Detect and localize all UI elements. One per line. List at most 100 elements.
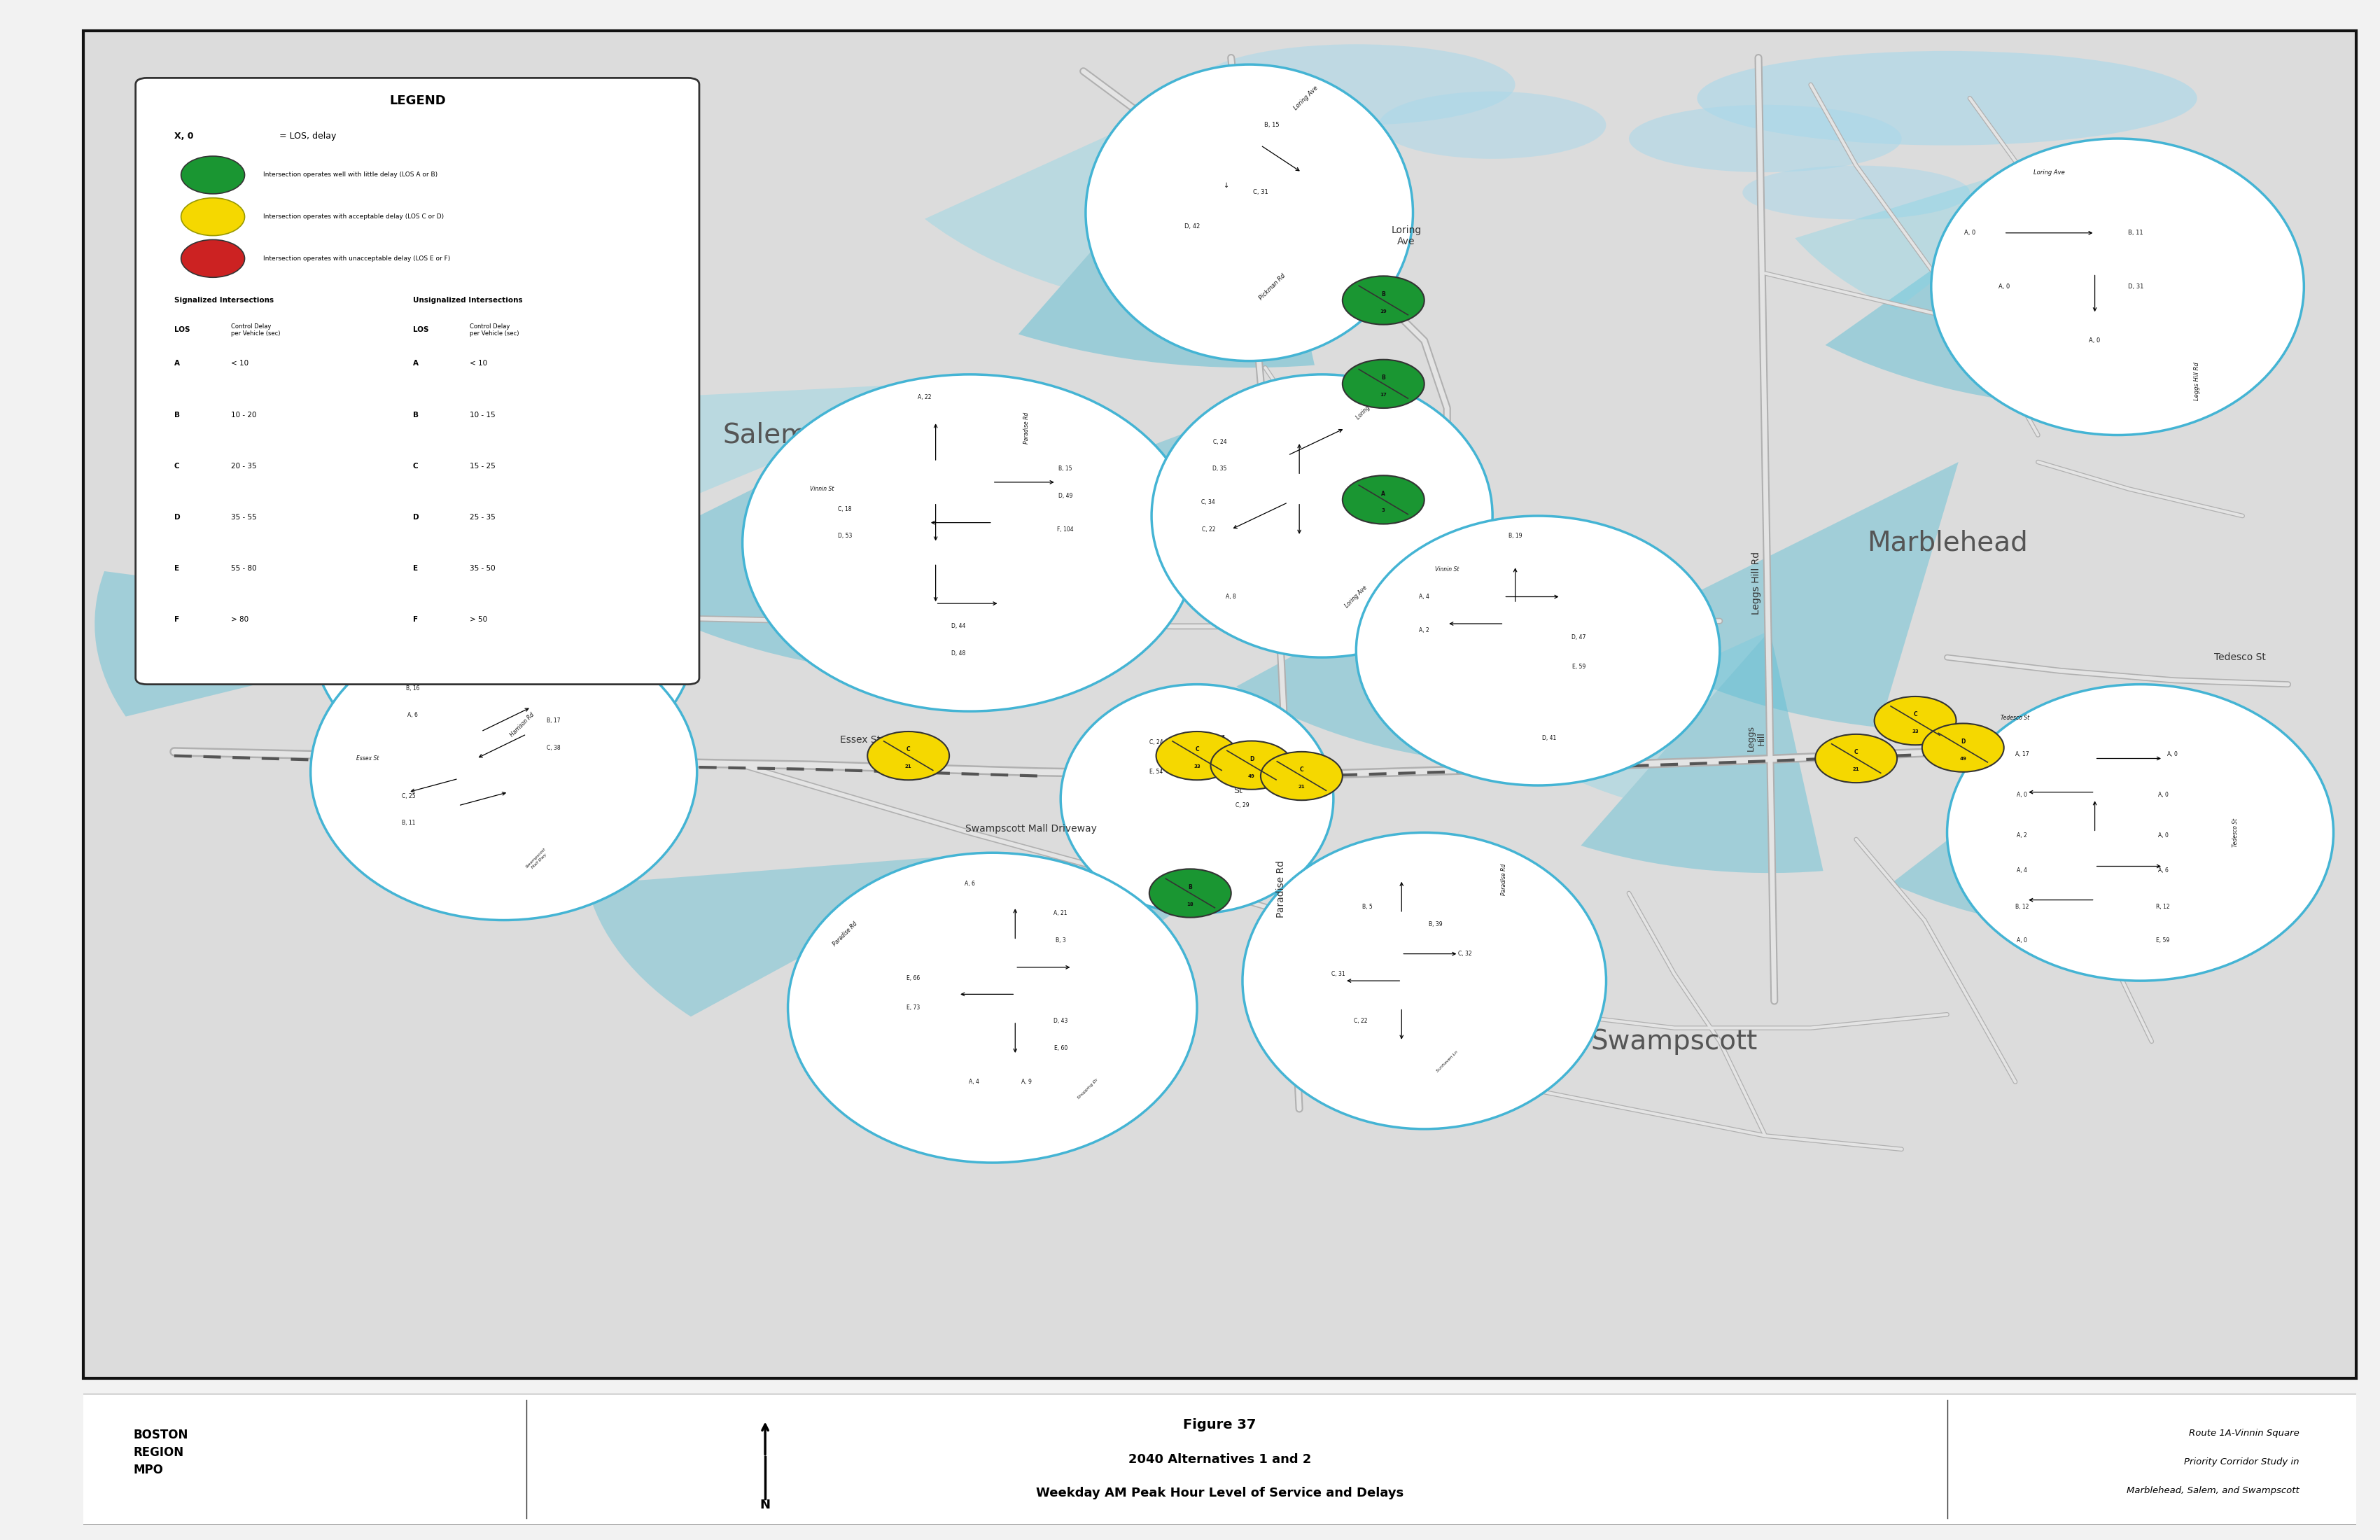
Text: N: N <box>759 1498 771 1511</box>
Text: B, 12: B, 12 <box>2016 904 2028 910</box>
Wedge shape <box>562 382 969 521</box>
Text: 19: 19 <box>1380 310 1388 313</box>
Text: B: B <box>174 411 181 419</box>
Text: B, 15: B, 15 <box>1264 122 1280 128</box>
Text: B, 15: B, 15 <box>1059 465 1071 471</box>
Text: ↓: ↓ <box>1223 182 1230 189</box>
Wedge shape <box>588 382 969 673</box>
Text: D, 35: D, 35 <box>1214 465 1226 471</box>
Text: Shopping Dr: Shopping Dr <box>1078 1078 1100 1100</box>
Circle shape <box>1875 696 1956 745</box>
Wedge shape <box>1214 382 1368 596</box>
Text: A, 0: A, 0 <box>1963 229 1975 236</box>
Text: A, 6: A, 6 <box>407 711 419 719</box>
Text: B, 17: B, 17 <box>547 718 562 724</box>
Ellipse shape <box>1947 684 2332 981</box>
Text: Leggs
Hill: Leggs Hill <box>1747 725 1766 752</box>
Text: A, 21: A, 21 <box>1054 910 1069 916</box>
Wedge shape <box>1892 691 2140 933</box>
Circle shape <box>1157 732 1238 781</box>
Text: Loring Ave: Loring Ave <box>2033 169 2066 176</box>
Wedge shape <box>1825 139 2118 408</box>
Text: B, 19: B, 19 <box>1509 533 1523 539</box>
Text: A, 4: A, 4 <box>1418 593 1430 601</box>
Text: 18: 18 <box>1188 902 1195 906</box>
Text: 33: 33 <box>1195 764 1200 768</box>
Text: Salem
St: Salem St <box>1223 776 1252 795</box>
Text: Essex St: Essex St <box>840 735 881 744</box>
Wedge shape <box>95 571 505 716</box>
Text: A, 9: A, 9 <box>1021 1078 1033 1086</box>
Text: LOS: LOS <box>174 326 190 334</box>
Text: Marblehead, Salem, and Swampscott: Marblehead, Salem, and Swampscott <box>2128 1486 2299 1495</box>
FancyBboxPatch shape <box>71 1394 2368 1525</box>
FancyBboxPatch shape <box>83 31 2356 1378</box>
Text: 55 - 80: 55 - 80 <box>231 565 257 571</box>
Text: E, 59: E, 59 <box>1573 664 1585 670</box>
FancyBboxPatch shape <box>136 79 700 684</box>
Text: A, 6: A, 6 <box>964 881 976 887</box>
Text: Paradise Rd: Paradise Rd <box>831 921 859 947</box>
Ellipse shape <box>1197 45 1516 125</box>
Text: B, 11: B, 11 <box>402 819 414 827</box>
Text: Pickman Rd: Pickman Rd <box>1257 273 1288 302</box>
Text: Sunhaven Ln: Sunhaven Ln <box>1435 1050 1459 1073</box>
Text: E: E <box>174 565 178 571</box>
Text: A, 0: A, 0 <box>2090 337 2102 343</box>
Circle shape <box>181 197 245 236</box>
Circle shape <box>181 240 245 277</box>
Ellipse shape <box>309 624 697 919</box>
Text: < 10: < 10 <box>469 360 488 367</box>
Wedge shape <box>938 382 1321 630</box>
Wedge shape <box>1580 630 1823 873</box>
Text: Swampscott
Mall Dwy: Swampscott Mall Dwy <box>526 847 550 872</box>
Ellipse shape <box>743 374 1197 711</box>
Text: Figure 37: Figure 37 <box>1183 1418 1257 1432</box>
Text: E, 73: E, 73 <box>907 1004 919 1010</box>
Text: A, 8: A, 8 <box>1226 593 1235 601</box>
Text: D, 47: D, 47 <box>1571 634 1585 641</box>
Text: Weekday AM Peak Hour Level of Service and Delays: Weekday AM Peak Hour Level of Service an… <box>1035 1488 1404 1500</box>
Text: E, 60: E, 60 <box>1054 1046 1066 1052</box>
Text: B: B <box>1380 291 1385 297</box>
Text: Swampscott Mall Driveway: Swampscott Mall Driveway <box>966 824 1097 833</box>
Text: Intersection operates with acceptable delay (LOS C or D): Intersection operates with acceptable de… <box>262 214 443 220</box>
Ellipse shape <box>1085 65 1414 360</box>
Text: Tedesco St: Tedesco St <box>2213 653 2266 662</box>
Text: A, 2: A, 2 <box>2016 832 2028 838</box>
Ellipse shape <box>1357 516 1721 785</box>
Text: Loring
Ave: Loring Ave <box>1390 225 1421 246</box>
Wedge shape <box>1611 462 1959 727</box>
Text: A, 17: A, 17 <box>2016 752 2030 758</box>
Text: D, 48: D, 48 <box>952 650 966 656</box>
Text: Leggs Hill Rd: Leggs Hill Rd <box>1752 551 1761 614</box>
Text: > 80: > 80 <box>231 616 248 624</box>
Text: Salem: Salem <box>724 422 807 448</box>
Text: C: C <box>412 462 419 470</box>
Text: C, 18: C, 18 <box>838 507 852 513</box>
Text: Control Delay
per Vehicle (sec): Control Delay per Vehicle (sec) <box>231 323 281 337</box>
Text: LEGEND: LEGEND <box>390 94 445 108</box>
Circle shape <box>1342 359 1423 408</box>
Text: Paradise Rd: Paradise Rd <box>1502 864 1507 896</box>
Text: = LOS, delay: = LOS, delay <box>276 131 336 140</box>
Text: B, 11: B, 11 <box>2128 229 2144 236</box>
Text: Vinnin St: Vinnin St <box>809 485 833 493</box>
Circle shape <box>181 156 245 194</box>
Text: A: A <box>1380 491 1385 497</box>
Circle shape <box>1211 741 1292 790</box>
Text: B: B <box>412 411 419 419</box>
Text: A, 22: A, 22 <box>916 394 931 400</box>
Ellipse shape <box>1628 105 1902 172</box>
Text: A: A <box>174 360 181 367</box>
Text: 21: 21 <box>904 764 912 768</box>
Ellipse shape <box>1242 833 1606 1129</box>
Text: C, 24: C, 24 <box>1150 739 1164 745</box>
Text: A, 0: A, 0 <box>2166 752 2178 758</box>
Text: D, 31: D, 31 <box>2128 283 2144 290</box>
Text: A, 0: A, 0 <box>1999 283 2009 290</box>
Text: F: F <box>412 616 419 624</box>
Text: Priority Corridor Study in: Priority Corridor Study in <box>2185 1457 2299 1466</box>
Text: E, 59: E, 59 <box>2156 938 2171 944</box>
Text: C, 35.8: C, 35.8 <box>590 576 609 582</box>
